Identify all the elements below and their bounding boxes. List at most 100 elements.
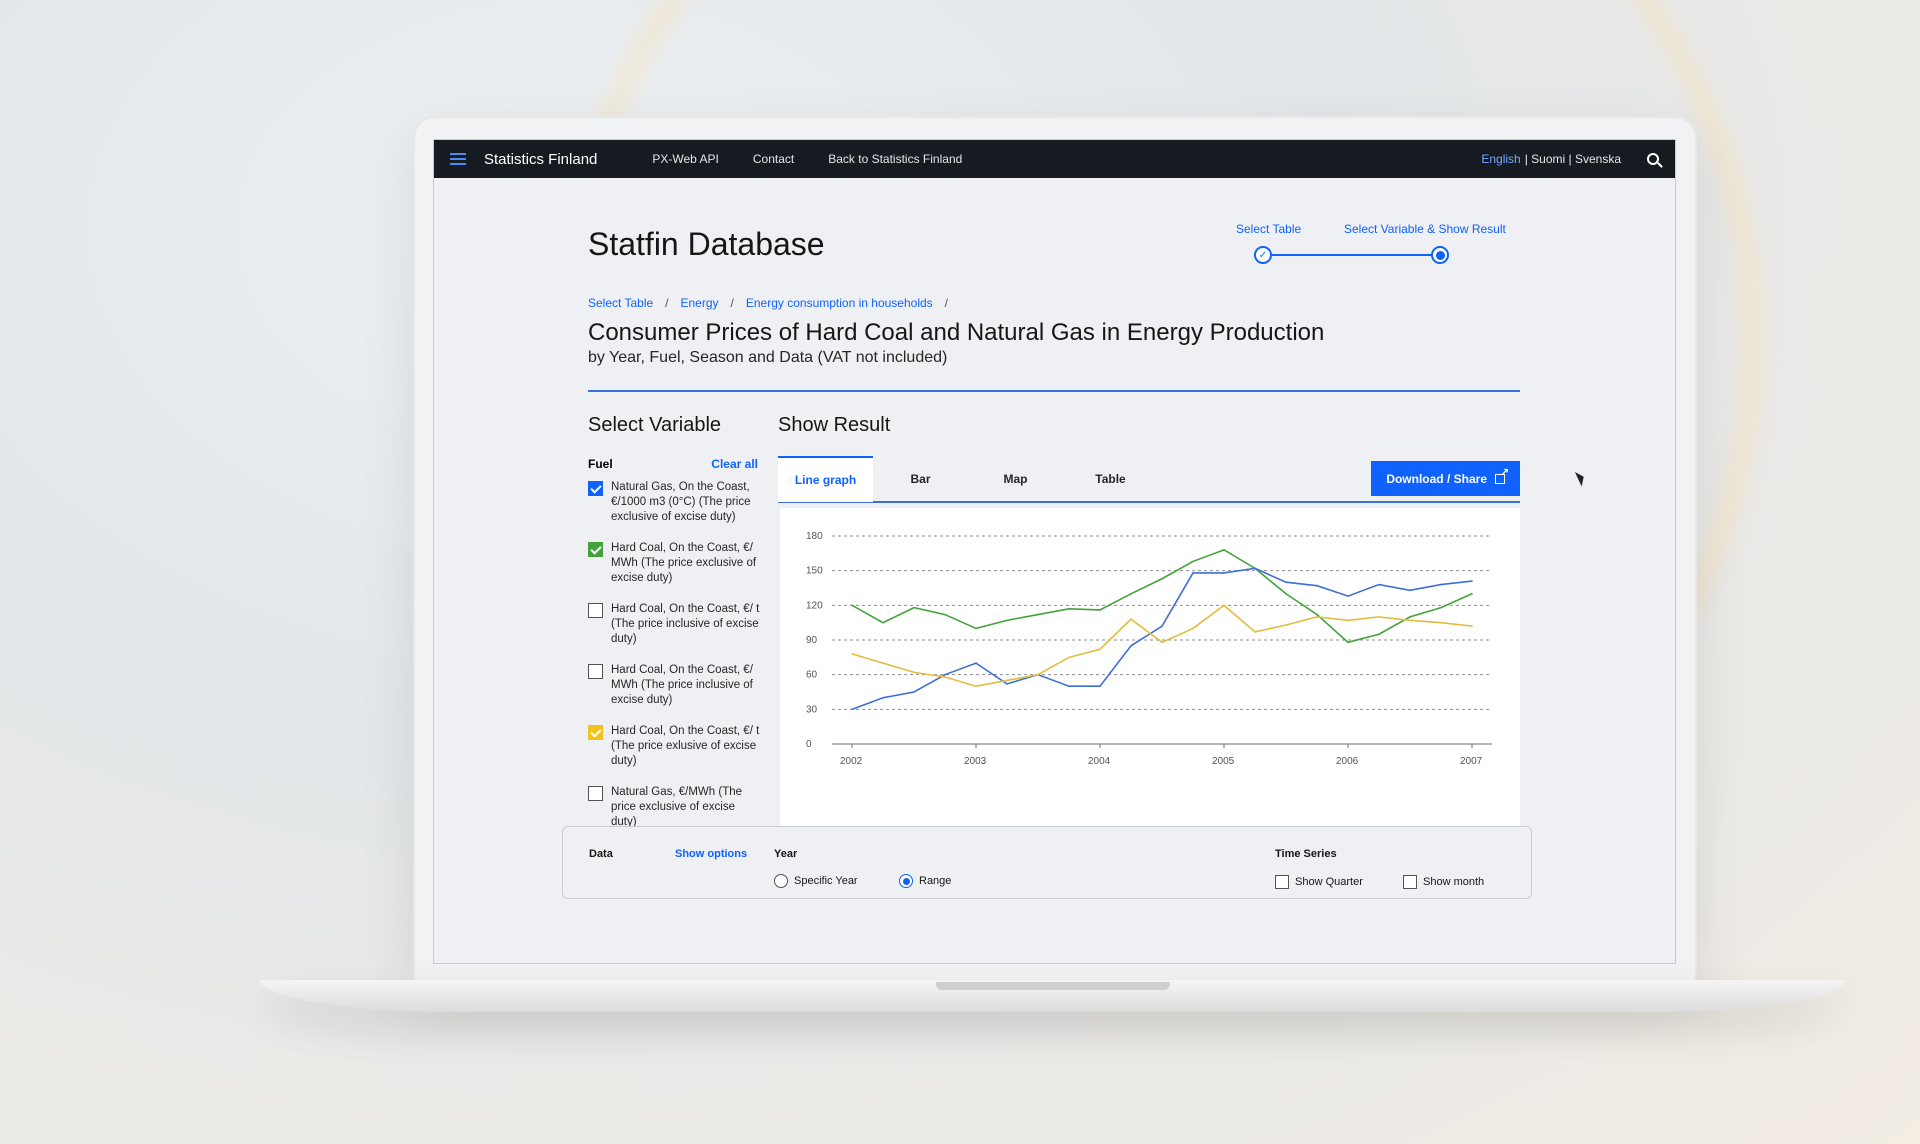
- fuel-checkbox-icon[interactable]: [588, 786, 603, 801]
- data-point: [1347, 641, 1349, 644]
- radio-range-label: Range: [919, 875, 952, 887]
- show-quarter-checkbox-icon[interactable]: [1275, 875, 1289, 889]
- data-point: [1223, 549, 1225, 551]
- data-point: [851, 708, 853, 711]
- data-point: [1378, 633, 1380, 636]
- fuel-option[interactable]: Hard Coal, On the Coast, €/ t (The price…: [588, 602, 763, 647]
- radio-specific-year-icon[interactable]: [774, 874, 788, 888]
- fuel-checkbox-list: Natural Gas, On the Coast, €/1000 m3 (0°…: [588, 480, 763, 846]
- fuel-option-label: Hard Coal, On the Coast, €/ t (The price…: [611, 603, 760, 645]
- breadcrumb-energy[interactable]: Energy: [680, 296, 719, 310]
- result-tabs: Line graph Bar Map Table Download / Shar…: [778, 455, 1520, 503]
- nav-link-pxweb-api[interactable]: PX-Web API: [652, 152, 719, 166]
- y-tick-label: 150: [806, 566, 823, 577]
- fuel-option[interactable]: Hard Coal, On the Coast, €/ t (The price…: [588, 724, 763, 769]
- fuel-checkbox-icon[interactable]: [588, 664, 603, 679]
- step-label-select-variable[interactable]: Select Variable & Show Result: [1344, 222, 1506, 236]
- breadcrumb: Select Table / Energy / Energy consumpti…: [588, 296, 948, 310]
- radio-specific-year[interactable]: Specific Year: [774, 874, 858, 888]
- show-result-heading: Show Result: [778, 414, 891, 436]
- x-tick-label: 2007: [1460, 756, 1483, 767]
- y-tick-label: 30: [806, 704, 818, 715]
- fuel-option[interactable]: Natural Gas, On the Coast, €/1000 m3 (0°…: [588, 480, 763, 525]
- page-title: Statfin Database: [588, 226, 825, 262]
- breadcrumb-energy-consumption[interactable]: Energy consumption in households: [745, 296, 933, 310]
- clear-all-link[interactable]: Clear all: [711, 457, 758, 471]
- fuel-option[interactable]: Natural Gas, €/MWh (The price exclusive …: [588, 785, 763, 830]
- fuel-option[interactable]: Hard Coal, On the Coast, €/ MWh (The pri…: [588, 541, 763, 586]
- fuel-checkbox-icon[interactable]: [588, 542, 603, 557]
- fuel-label: Fuel: [588, 457, 613, 471]
- step-complete-icon[interactable]: ✓: [1254, 246, 1272, 264]
- data-point: [1161, 641, 1163, 644]
- tab-line-graph[interactable]: Line graph: [778, 455, 873, 502]
- tab-bar[interactable]: Bar: [910, 471, 931, 486]
- show-month-label: Show month: [1423, 876, 1485, 888]
- data-point: [1316, 584, 1318, 587]
- x-tick-label: 2004: [1088, 756, 1111, 767]
- download-share-button[interactable]: Download / Share: [1371, 461, 1520, 496]
- data-point: [1099, 648, 1101, 651]
- data-point: [1378, 616, 1380, 618]
- data-point: [1409, 619, 1411, 622]
- data-point: [882, 696, 884, 699]
- line-chart: 0 30 60 90 120 150 180 2002 2003 2004 2005 2006 2007: [780, 508, 1520, 846]
- data-point: [1378, 583, 1380, 586]
- show-month-checkbox-icon[interactable]: [1403, 875, 1417, 889]
- nav-link-back[interactable]: Back to Statistics Finland: [828, 152, 963, 166]
- data-point: [1409, 616, 1411, 618]
- data-point: [1347, 619, 1349, 622]
- x-tick-label: 2002: [840, 756, 863, 767]
- data-point: [1254, 631, 1256, 633]
- step-connector: [1261, 254, 1438, 256]
- data-point: [1192, 627, 1194, 630]
- show-options-link[interactable]: Show options: [675, 848, 748, 860]
- data-point: [1223, 604, 1225, 607]
- data-point: [1471, 625, 1473, 627]
- year-label: Year: [774, 848, 798, 860]
- table-title: Consumer Prices of Hard Coal and Natural…: [588, 319, 1325, 346]
- laptop-screen: Statistics Finland PX-Web API Contact Ba…: [433, 139, 1676, 964]
- breadcrumb-select-table[interactable]: Select Table: [588, 296, 654, 310]
- data-point: [913, 691, 915, 693]
- search-icon[interactable]: [1647, 153, 1659, 165]
- hamburger-menu-icon[interactable]: [450, 153, 466, 165]
- fuel-option-label: Hard Coal, On the Coast, €/ MWh (The pri…: [611, 542, 757, 584]
- nav-link-contact[interactable]: Contact: [752, 152, 795, 166]
- tab-table[interactable]: Table: [1095, 471, 1126, 486]
- top-nav: Statistics Finland PX-Web API Contact Ba…: [434, 140, 1675, 178]
- lang-others[interactable]: | Suomi | Svenska: [1524, 152, 1621, 166]
- radio-range[interactable]: Range: [899, 874, 951, 888]
- data-point: [882, 662, 884, 664]
- step-current-icon[interactable]: [1431, 246, 1449, 264]
- step-label-select-table[interactable]: Select Table: [1236, 222, 1302, 236]
- data-point: [1440, 621, 1442, 624]
- data-point: [1099, 685, 1101, 688]
- data-point: [944, 613, 946, 616]
- fuel-checkbox-icon[interactable]: [588, 603, 603, 618]
- lang-english[interactable]: English: [1481, 152, 1521, 166]
- data-point: [1471, 592, 1473, 595]
- tab-map[interactable]: Map: [1003, 471, 1028, 486]
- data-point: [1223, 572, 1225, 574]
- data-point: [1254, 567, 1256, 570]
- data-point: [1006, 619, 1008, 622]
- fuel-checkbox-icon[interactable]: [588, 725, 603, 740]
- fuel-option[interactable]: Hard Coal, On the Coast, €/ MWh (The pri…: [588, 663, 763, 708]
- checkbox-show-quarter[interactable]: Show Quarter: [1275, 875, 1363, 889]
- data-point: [1099, 609, 1101, 611]
- data-point: [1440, 583, 1442, 586]
- checkbox-show-month[interactable]: Show month: [1403, 875, 1484, 889]
- radio-range-icon[interactable]: [899, 874, 913, 888]
- x-tick-label: 2003: [964, 756, 987, 767]
- brand-name[interactable]: Statistics Finland: [484, 150, 598, 168]
- y-tick-label: 90: [806, 635, 818, 646]
- radio-specific-year-label: Specific Year: [794, 875, 858, 887]
- external-link-icon: [1495, 467, 1509, 484]
- fuel-checkbox-icon[interactable]: [588, 481, 603, 496]
- data-point: [1037, 613, 1039, 616]
- data-point: [1285, 592, 1287, 595]
- data-point: [1440, 606, 1442, 609]
- fuel-option-label: Natural Gas, On the Coast, €/1000 m3 (0°…: [611, 481, 751, 523]
- options-panel: Data Show options Year Specific Year Ran…: [562, 826, 1532, 899]
